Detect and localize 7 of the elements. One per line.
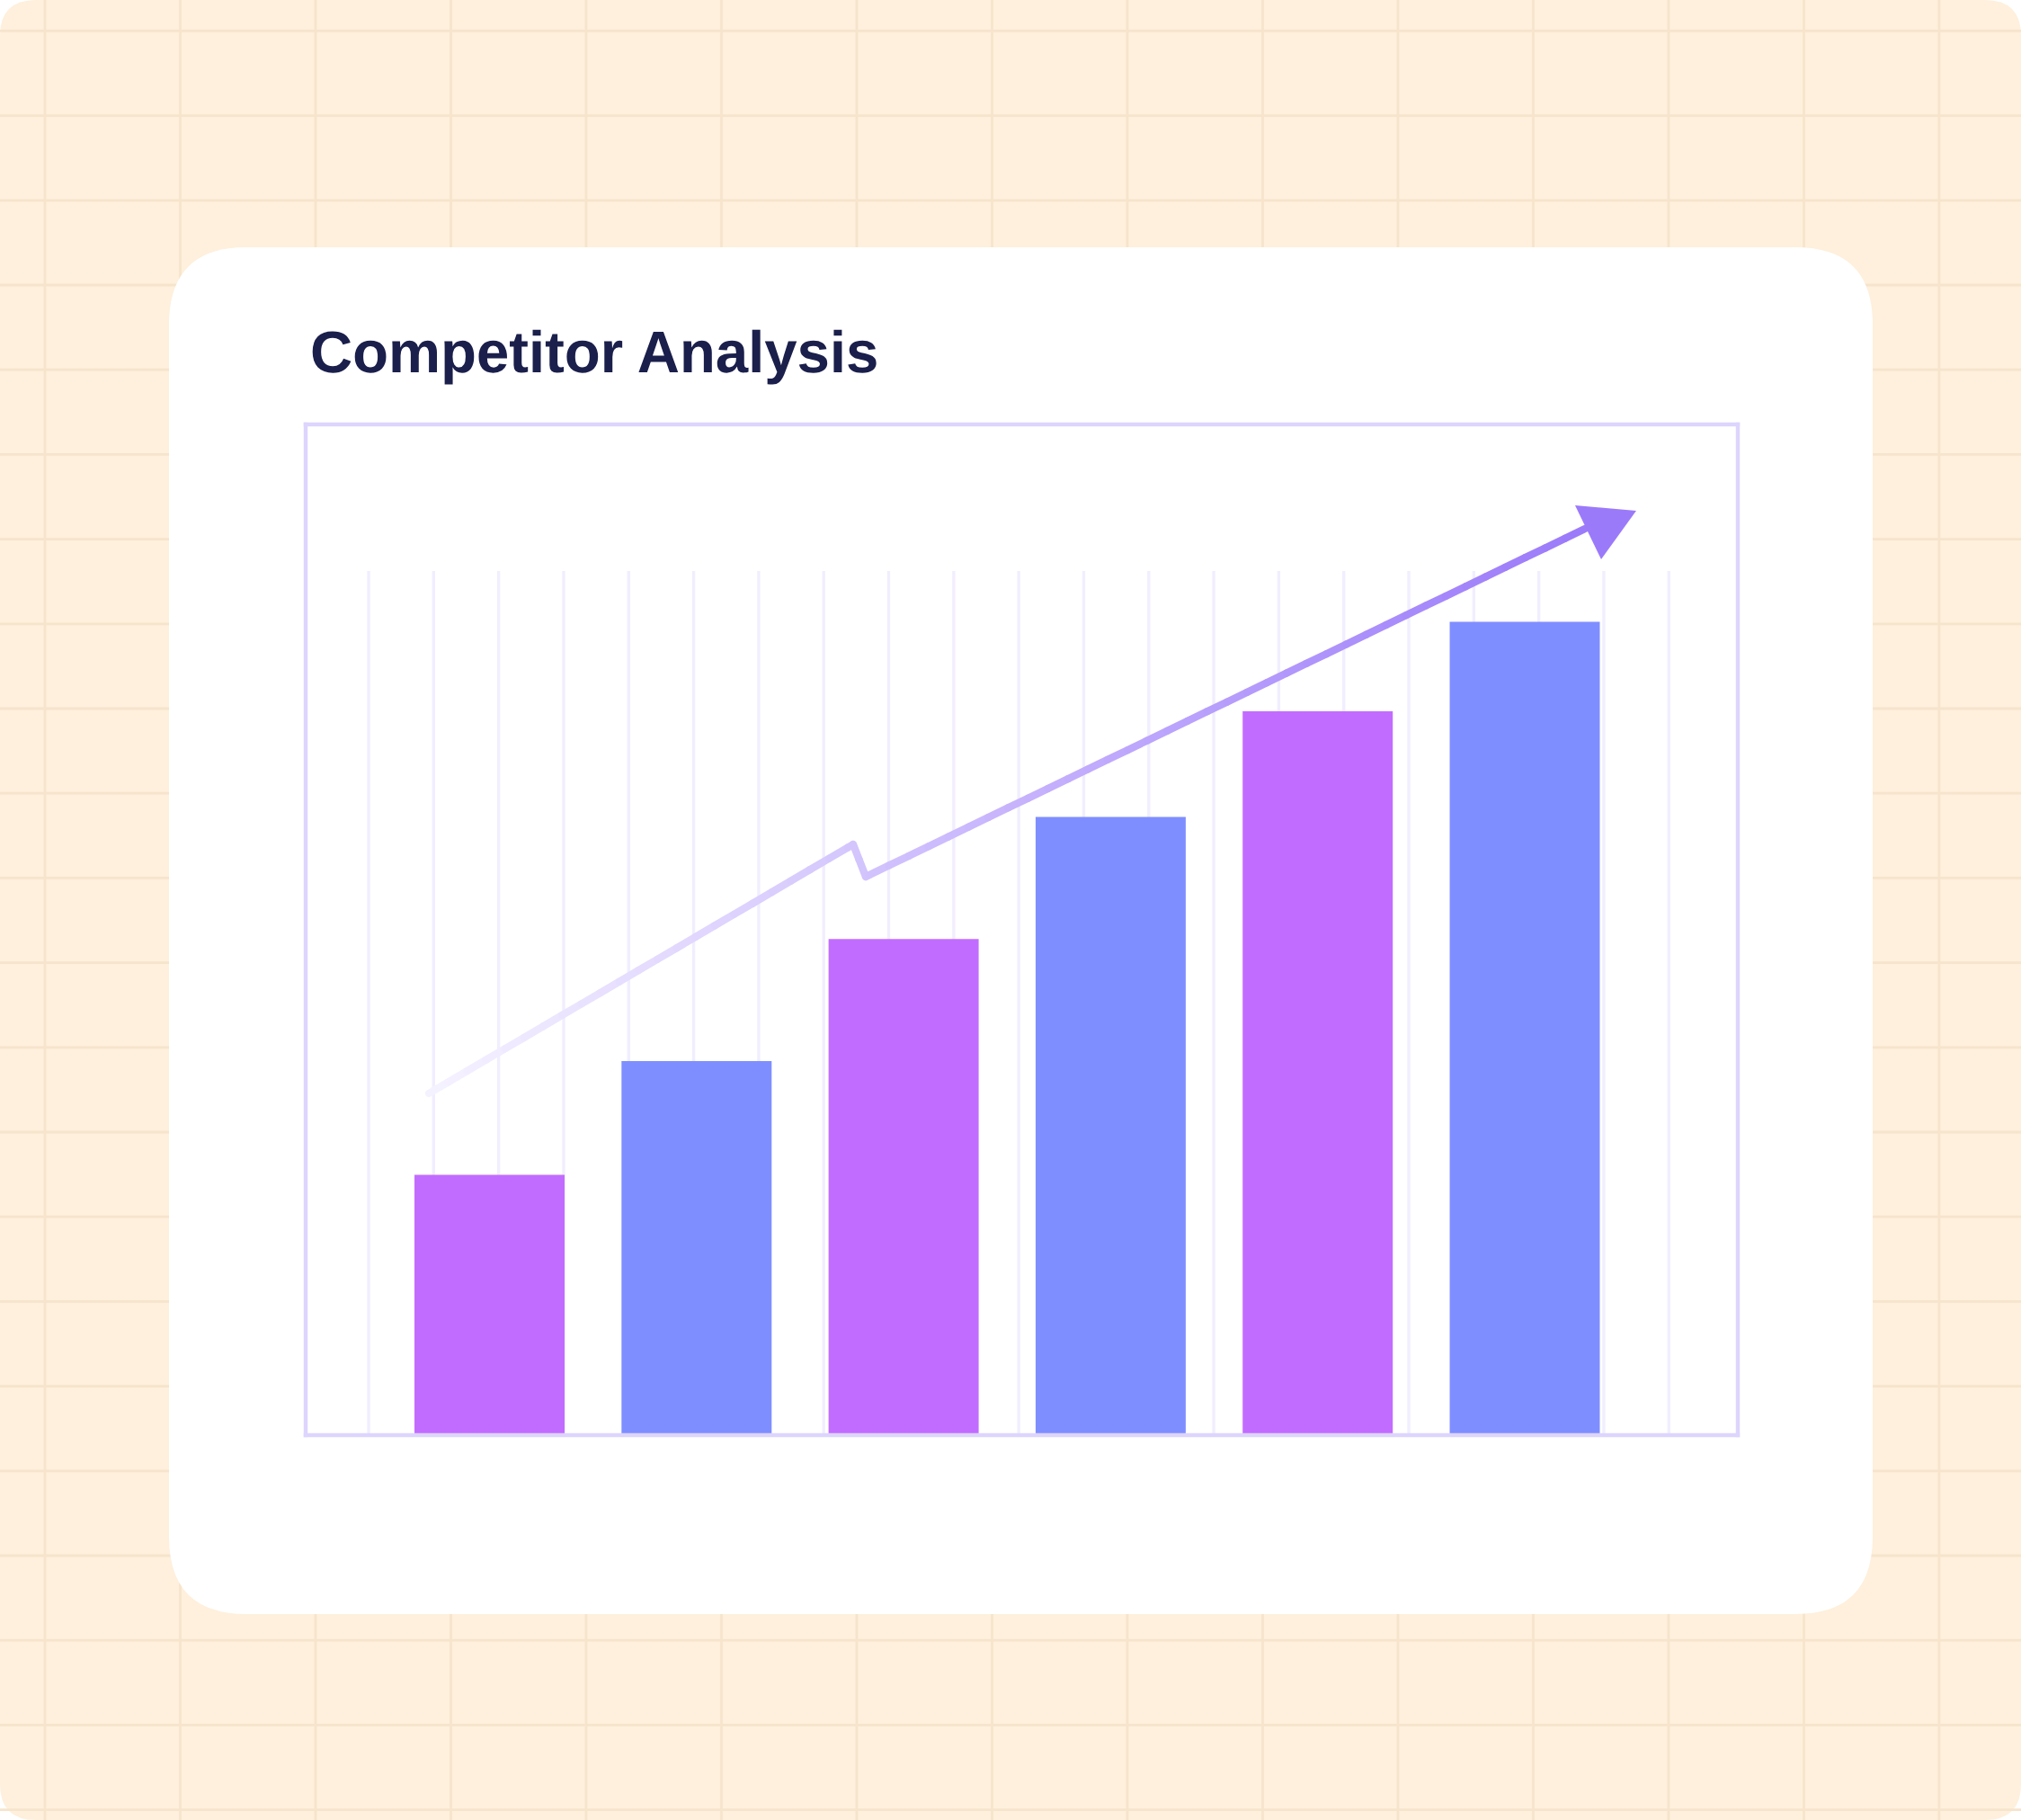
- bar: [414, 1174, 565, 1435]
- bar: [1242, 711, 1393, 1435]
- chart-title: Competitor Analysis: [312, 329, 877, 385]
- bar: [1449, 621, 1600, 1435]
- bar: [621, 1060, 772, 1435]
- bar: [1035, 816, 1186, 1435]
- bar: [828, 939, 979, 1435]
